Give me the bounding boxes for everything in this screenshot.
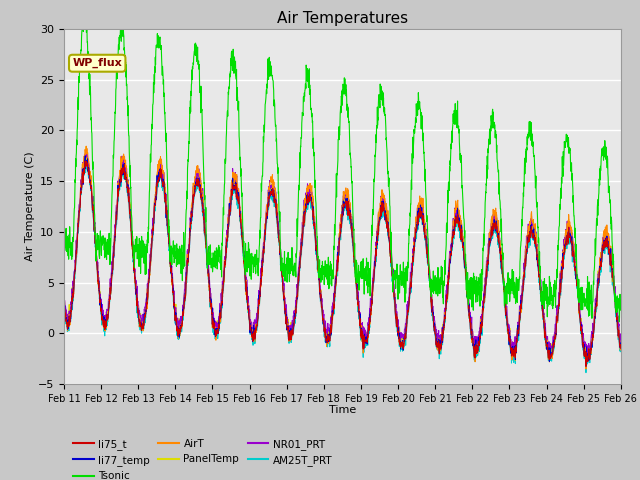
- AirT: [216, 316, 223, 322]
- Line: AirT: AirT: [64, 146, 621, 369]
- li75_t: [617, 346, 625, 351]
- Tsonic: [617, 298, 625, 303]
- Line: Tsonic: Tsonic: [64, 14, 621, 322]
- NR01_PRT: [371, 255, 379, 261]
- AirT: [582, 366, 590, 372]
- Tsonic: [584, 302, 591, 308]
- X-axis label: Time: Time: [329, 405, 356, 415]
- PanelTemp: [584, 346, 591, 352]
- NR01_PRT: [568, 230, 575, 236]
- AM25T_PRT: [504, 330, 512, 336]
- Tsonic: [359, 276, 367, 281]
- li77_temp: [568, 234, 575, 240]
- Line: NR01_PRT: NR01_PRT: [64, 154, 621, 360]
- NR01_PRT: [359, 328, 367, 334]
- PanelTemp: [83, 144, 90, 149]
- NR01_PRT: [582, 357, 590, 362]
- li75_t: [81, 158, 89, 164]
- Legend: li75_t, li77_temp, Tsonic, AirT, PanelTemp, NR01_PRT, AM25T_PRT: li75_t, li77_temp, Tsonic, AirT, PanelTe…: [69, 435, 337, 480]
- PanelTemp: [359, 329, 367, 335]
- AM25T_PRT: [359, 338, 367, 344]
- AM25T_PRT: [371, 266, 379, 272]
- li75_t: [582, 363, 590, 369]
- PanelTemp: [371, 259, 379, 265]
- li77_temp: [359, 330, 367, 336]
- li75_t: [371, 264, 379, 269]
- AM25T_PRT: [568, 241, 575, 247]
- li75_t: [60, 303, 68, 309]
- li77_temp: [504, 330, 512, 336]
- li75_t: [504, 329, 512, 335]
- Tsonic: [216, 245, 223, 251]
- AM25T_PRT: [60, 304, 68, 310]
- AirT: [584, 354, 591, 360]
- Y-axis label: Air Temperature (C): Air Temperature (C): [25, 152, 35, 261]
- li77_temp: [371, 259, 379, 264]
- PanelTemp: [216, 313, 223, 319]
- PanelTemp: [60, 293, 68, 299]
- li75_t: [216, 315, 223, 321]
- li75_t: [584, 354, 591, 360]
- AirT: [83, 143, 90, 149]
- li75_t: [359, 334, 367, 339]
- NR01_PRT: [584, 343, 591, 349]
- Tsonic: [504, 290, 512, 296]
- NR01_PRT: [504, 323, 512, 328]
- Tsonic: [568, 174, 575, 180]
- AM25T_PRT: [81, 157, 89, 163]
- Text: WP_flux: WP_flux: [72, 58, 122, 68]
- AirT: [568, 227, 575, 233]
- AM25T_PRT: [617, 344, 625, 350]
- Title: Air Temperatures: Air Temperatures: [277, 11, 408, 26]
- Tsonic: [60, 239, 68, 245]
- NR01_PRT: [216, 310, 223, 316]
- Line: PanelTemp: PanelTemp: [64, 146, 621, 360]
- AirT: [60, 302, 68, 308]
- AirT: [371, 260, 379, 266]
- PanelTemp: [582, 358, 589, 363]
- Line: li75_t: li75_t: [64, 161, 621, 366]
- AM25T_PRT: [584, 354, 591, 360]
- AM25T_PRT: [582, 370, 590, 375]
- PanelTemp: [568, 235, 575, 241]
- Line: li77_temp: li77_temp: [64, 156, 621, 366]
- AirT: [359, 331, 367, 336]
- li75_t: [568, 238, 575, 244]
- AirT: [504, 331, 512, 336]
- Tsonic: [80, 12, 88, 17]
- li77_temp: [584, 352, 591, 358]
- NR01_PRT: [83, 151, 91, 156]
- AM25T_PRT: [216, 319, 223, 325]
- PanelTemp: [617, 336, 625, 342]
- Tsonic: [616, 319, 623, 325]
- li77_temp: [81, 153, 89, 159]
- PanelTemp: [504, 328, 512, 334]
- li77_temp: [617, 345, 625, 351]
- NR01_PRT: [617, 340, 625, 346]
- Tsonic: [371, 168, 379, 174]
- NR01_PRT: [60, 297, 68, 302]
- li77_temp: [582, 363, 590, 369]
- AirT: [617, 347, 625, 352]
- li77_temp: [216, 315, 223, 321]
- Line: AM25T_PRT: AM25T_PRT: [64, 160, 621, 372]
- li77_temp: [60, 304, 68, 310]
